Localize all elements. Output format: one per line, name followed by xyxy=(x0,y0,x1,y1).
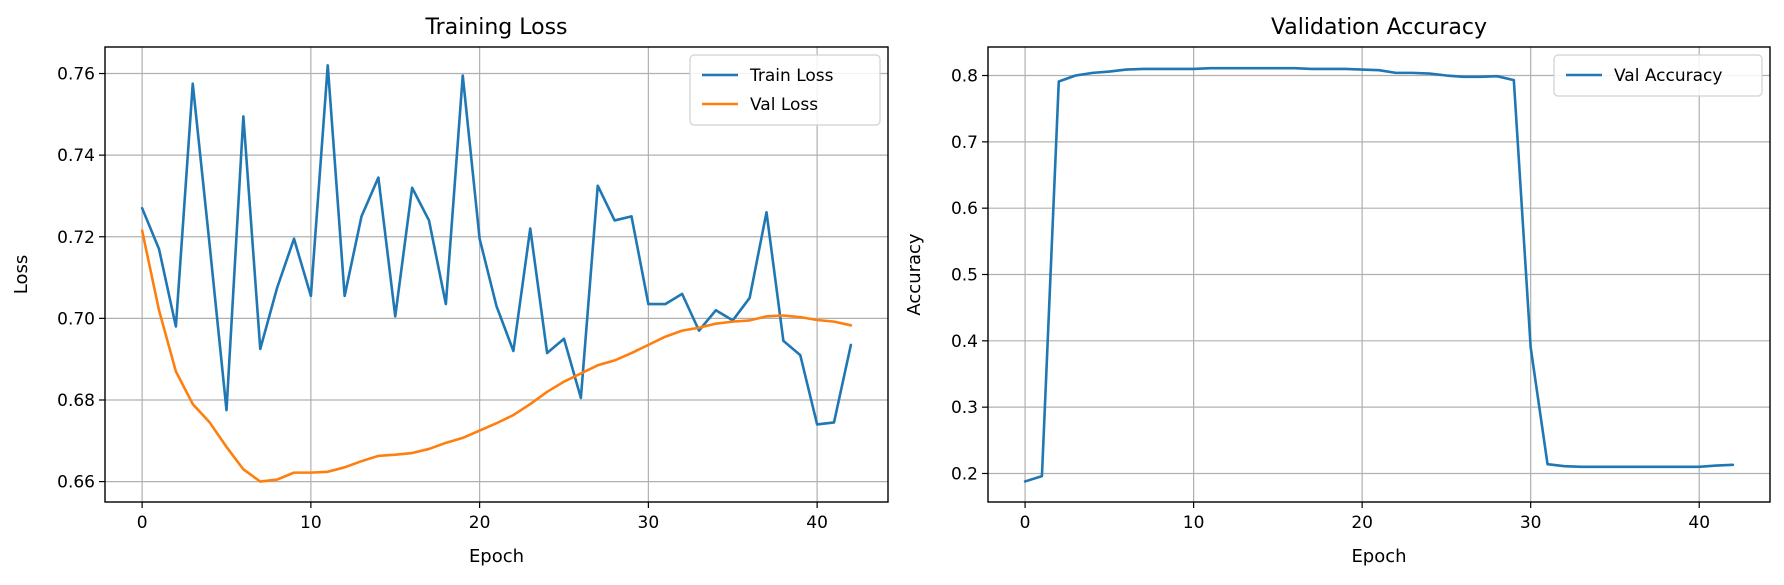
validation-accuracy-legend: Val Accuracy xyxy=(1553,54,1763,97)
validation-accuracy-series-val-accuracy xyxy=(1023,66,1735,483)
validation-accuracy-y-tick-label: 0.7 xyxy=(951,133,978,153)
validation-accuracy-panel: 0 10 20 30 40 0.2 0.3 0.4 0.5 0.6 0.7 0.8 Validation… xyxy=(904,15,1771,567)
training-loss-y-axis-label: Loss xyxy=(11,255,32,294)
training-loss-axes-frame xyxy=(104,46,889,503)
training-loss-legend-label: Val Loss xyxy=(750,95,818,115)
validation-accuracy-x-tick-label: 0 xyxy=(1020,513,1031,533)
validation-accuracy-y-axis-label: Accuracy xyxy=(904,233,925,316)
validation-accuracy-x-tick-label: 40 xyxy=(1688,513,1710,533)
training-loss-x-axis-label: Epoch xyxy=(469,546,524,567)
training-loss-x-tick-label: 40 xyxy=(806,513,828,533)
training-loss-legend: Train Loss Val Loss xyxy=(689,54,881,126)
training-loss-x-tick-label: 0 xyxy=(137,513,148,533)
training-loss-y-tick-label: 0.76 xyxy=(57,65,95,85)
validation-accuracy-x-axis-label: Epoch xyxy=(1351,546,1406,567)
validation-accuracy-y-tick-label: 0.3 xyxy=(951,398,978,418)
training-loss-y-tick-label: 0.68 xyxy=(57,391,95,411)
validation-accuracy-chart-title: Validation Accuracy xyxy=(1271,15,1487,40)
validation-accuracy-y-tick-label: 0.5 xyxy=(951,266,978,286)
training-loss-series-val-loss xyxy=(140,229,853,483)
validation-accuracy-x-tick-label: 10 xyxy=(1183,513,1205,533)
validation-accuracy-legend-label: Val Accuracy xyxy=(1614,66,1722,86)
training-loss-x-tick-label: 20 xyxy=(469,513,491,533)
training-loss-y-tick-label: 0.70 xyxy=(57,309,95,329)
validation-accuracy-y-tick-label: 0.2 xyxy=(951,464,978,484)
training-loss-x-tick-label: 30 xyxy=(638,513,660,533)
training-loss-y-tick-label: 0.66 xyxy=(57,473,95,493)
training-loss-y-tick-label: 0.74 xyxy=(57,146,95,166)
validation-accuracy-y-tick-label: 0.8 xyxy=(951,67,978,87)
validation-accuracy-y-tick-label: 0.4 xyxy=(951,332,978,352)
validation-accuracy-y-tick-label: 0.6 xyxy=(951,199,978,219)
training-loss-legend-label: Train Loss xyxy=(749,66,834,86)
validation-accuracy-x-tick-label: 20 xyxy=(1351,513,1373,533)
training-loss-x-tick-label: 10 xyxy=(300,513,322,533)
training-loss-y-tick-label: 0.72 xyxy=(57,228,95,248)
validation-accuracy-x-tick-label: 30 xyxy=(1520,513,1542,533)
training-loss-chart-title: Training Loss xyxy=(424,15,567,40)
training-loss-panel: 0 10 20 30 40 0.66 0.68 0.70 0.72 0.74 0.76 Trainin… xyxy=(11,15,889,567)
training-loss-legend-box xyxy=(689,54,881,126)
validation-accuracy-legend-box xyxy=(1553,54,1763,97)
